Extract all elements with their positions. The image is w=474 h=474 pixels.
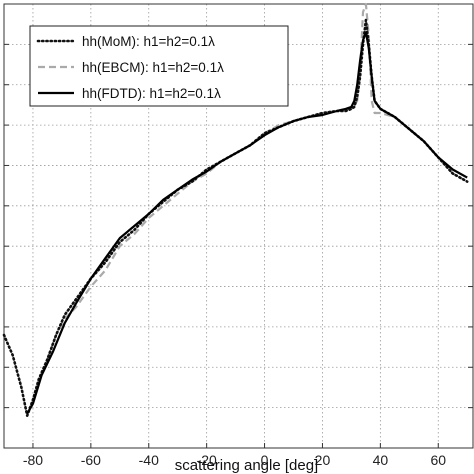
series-line-dashed xyxy=(46,2,468,360)
x-tick-label: 40 xyxy=(373,452,389,468)
x-tick-label: -40 xyxy=(139,452,159,468)
series-line-dotted xyxy=(2,18,469,417)
grid xyxy=(4,4,473,448)
x-tick-label: 20 xyxy=(315,452,331,468)
x-tick-label: 0 xyxy=(261,452,269,468)
series-line-solid xyxy=(26,31,468,415)
x-tick-labels: -80 -60 -40 -20 0 20 40 60 xyxy=(23,443,446,468)
x-axis-label: scattering angle [deg] xyxy=(175,457,318,474)
series-layer xyxy=(2,2,469,417)
legend-label: hh(FDTD): h1=h2=0.1λ xyxy=(82,86,221,101)
legend: hh(MoM): h1=h2=0.1λ hh(EBCM): h1=h2=0.1λ h… xyxy=(29,25,289,107)
plot-frame xyxy=(3,3,474,449)
x-tick-label: -80 xyxy=(23,452,43,468)
legend-label: hh(EBCM): h1=h2=0.1λ xyxy=(82,60,224,75)
x-tick-label: -20 xyxy=(197,452,217,468)
x-tick-label: 60 xyxy=(430,452,446,468)
x-tick-label: -60 xyxy=(81,452,101,468)
legend-label: hh(MoM): h1=h2=0.1λ xyxy=(82,34,215,49)
